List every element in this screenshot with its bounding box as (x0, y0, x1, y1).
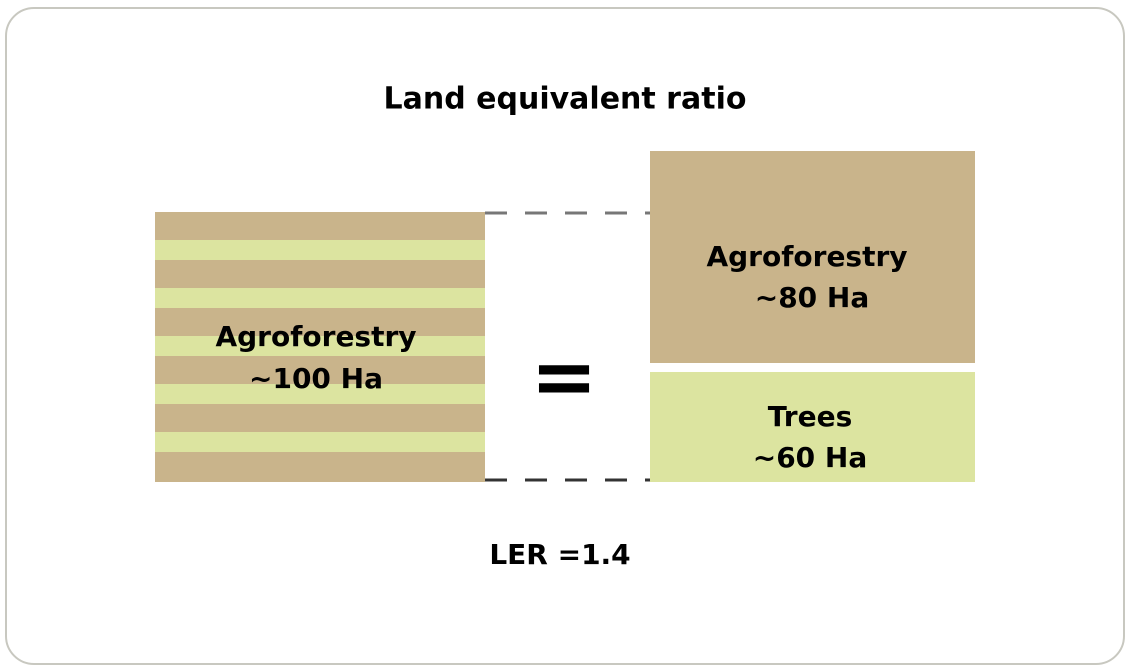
left-label: Agroforestry (215, 320, 416, 353)
left-area: ~100 Ha (249, 362, 383, 395)
stripe (155, 336, 485, 356)
left-block: Agroforestry ~100 Ha (155, 212, 485, 482)
block (650, 151, 975, 363)
block-label: Agroforestry (706, 240, 907, 273)
stripe (155, 384, 485, 404)
block-area: ~60 Ha (753, 441, 868, 474)
block-area: ~80 Ha (755, 281, 870, 314)
stripe (155, 240, 485, 260)
ler-result: LER =1.4 (489, 538, 630, 571)
right-bottom-block: Trees ~60 Ha (650, 372, 975, 482)
right-top-block: Agroforestry ~80 Ha (650, 151, 975, 363)
equals-sign: = (530, 330, 597, 423)
block (650, 372, 975, 482)
stripe (155, 432, 485, 452)
stripe (155, 288, 485, 308)
block-label: Trees (768, 400, 852, 433)
title: Land equivalent ratio (384, 82, 747, 117)
